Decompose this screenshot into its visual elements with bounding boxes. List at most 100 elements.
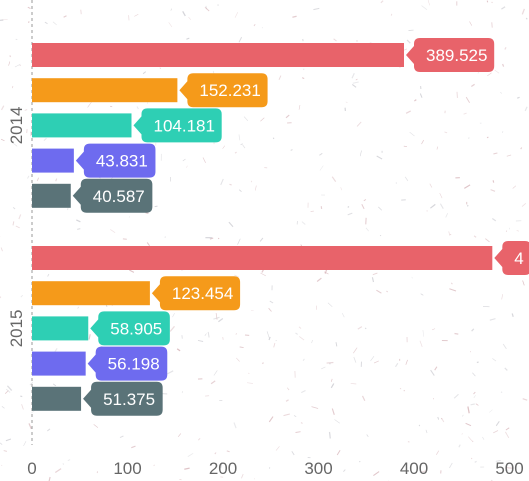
- speckle: [46, 428, 51, 432]
- speckle: [295, 431, 301, 433]
- data-label: 56.198: [108, 355, 160, 374]
- speckle: [168, 22, 173, 28]
- speckle: [134, 14, 139, 17]
- speckle: [525, 17, 528, 20]
- speckle: [425, 429, 428, 434]
- speckle: [21, 404, 24, 410]
- speckle: [351, 83, 357, 88]
- speckle: [461, 414, 464, 417]
- speckle: [260, 272, 267, 277]
- y-axis-categories: 2014 2015: [7, 106, 26, 347]
- x-tick-label: 300: [304, 459, 332, 478]
- speckle: [409, 131, 415, 137]
- speckle: [470, 83, 475, 88]
- speckle: [333, 38, 337, 42]
- speckle: [453, 393, 459, 399]
- speckle: [341, 312, 345, 318]
- speckle: [319, 152, 323, 156]
- speckle: [334, 419, 340, 424]
- speckle: [172, 312, 175, 318]
- speckle: [204, 6, 210, 12]
- speckle: [414, 99, 417, 102]
- speckle: [399, 387, 402, 390]
- speckle: [234, 11, 239, 18]
- speckle: [20, 395, 23, 398]
- speckle: [153, 464, 155, 467]
- speckle: [313, 7, 320, 11]
- speckle: [170, 8, 172, 11]
- speckle: [373, 471, 380, 477]
- speckle: [88, 334, 91, 340]
- speckle: [492, 180, 495, 183]
- data-label: 51.375: [103, 390, 155, 409]
- speckle: [437, 416, 440, 420]
- speckle: [406, 39, 411, 44]
- speckle: [238, 189, 242, 193]
- speckle: [411, 276, 413, 279]
- speckle: [430, 369, 435, 376]
- speckle: [222, 145, 226, 149]
- data-label: 40.587: [93, 187, 145, 206]
- speckle: [283, 413, 290, 417]
- speckle: [302, 358, 305, 361]
- speckle: [146, 102, 149, 104]
- speckle: [275, 446, 280, 451]
- speckle: [444, 131, 448, 134]
- speckle: [340, 187, 342, 191]
- data-label: 152.231: [199, 81, 260, 100]
- speckle: [473, 391, 476, 395]
- speckle: [226, 450, 230, 453]
- speckle: [237, 238, 241, 245]
- speckle: [0, 19, 4, 21]
- speckle: [298, 326, 302, 329]
- speckle: [0, 247, 3, 252]
- speckle: [500, 391, 503, 394]
- speckle: [473, 395, 476, 399]
- speckle: [492, 358, 497, 362]
- speckle: [505, 431, 510, 439]
- speckle: [448, 231, 451, 236]
- speckle: [62, 463, 64, 465]
- speckle: [300, 422, 303, 424]
- speckle: [434, 366, 438, 371]
- speckle: [0, 296, 2, 299]
- speckle: [506, 154, 512, 157]
- data-label: 104.181: [153, 116, 214, 135]
- speckle: [205, 395, 210, 397]
- speckle: [501, 131, 504, 133]
- speckle: [239, 346, 244, 348]
- data-label: 58.905: [110, 319, 162, 338]
- speckle: [366, 434, 369, 438]
- speckle: [1, 405, 5, 409]
- speckle: [395, 362, 399, 368]
- speckle: [268, 307, 272, 312]
- speckle: [502, 343, 507, 350]
- speckle: [19, 65, 22, 67]
- data-label-bubble: [494, 241, 529, 275]
- speckle: [311, 339, 313, 344]
- speckle: [405, 110, 411, 114]
- speckle: [179, 478, 182, 481]
- speckle: [486, 136, 489, 139]
- speckle: [12, 85, 14, 89]
- bar-2014-3: [32, 148, 74, 173]
- bar-2015-2: [32, 316, 89, 341]
- speckle: [209, 237, 214, 240]
- speckle: [336, 450, 341, 456]
- speckle: [217, 237, 220, 240]
- speckle: [403, 48, 408, 51]
- speckle: [136, 106, 139, 110]
- speckle: [63, 15, 67, 18]
- speckle: [12, 221, 15, 226]
- speckle: [278, 75, 282, 80]
- speckle: [328, 431, 331, 439]
- speckle: [15, 225, 20, 229]
- speckle: [330, 378, 333, 382]
- speckle: [197, 437, 201, 441]
- speckle: [3, 449, 8, 452]
- speckle: [489, 409, 493, 413]
- speckle: [8, 61, 11, 66]
- speckle: [335, 342, 338, 347]
- speckle: [431, 328, 436, 331]
